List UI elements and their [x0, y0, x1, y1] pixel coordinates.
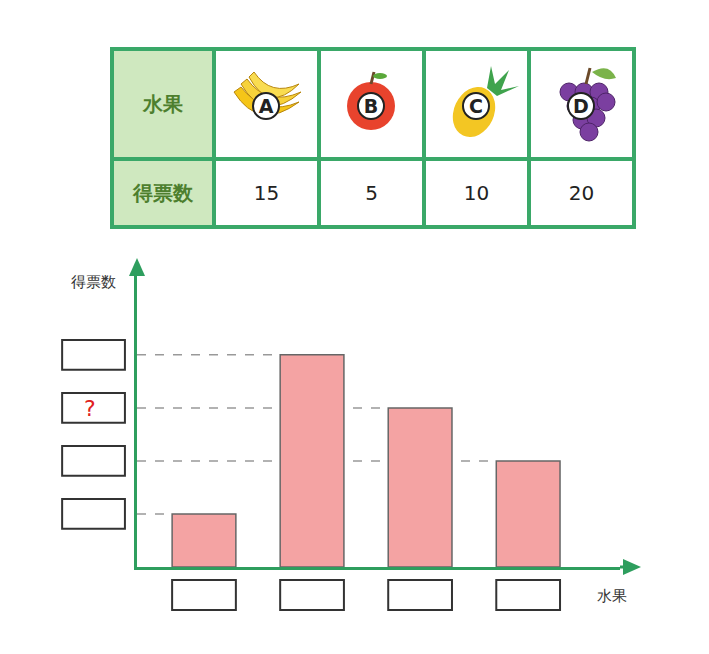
html-text:得票数: 得票数	[133, 180, 193, 205]
svg-text:A: A	[259, 95, 274, 117]
html-text:5: 5	[365, 181, 378, 205]
svg-text:得票数: 得票数	[71, 273, 116, 291]
svg-text:?: ?	[84, 396, 96, 421]
html-text:10: 10	[463, 181, 490, 205]
svg-text:C: C	[469, 95, 483, 117]
svg-text:B: B	[364, 95, 378, 117]
html-text:水果: 水果	[143, 91, 183, 116]
svg-text:D: D	[573, 95, 589, 117]
html-text:20: 20	[568, 181, 595, 205]
svg-text:水果: 水果	[597, 587, 627, 605]
html-text:15: 15	[253, 181, 280, 205]
